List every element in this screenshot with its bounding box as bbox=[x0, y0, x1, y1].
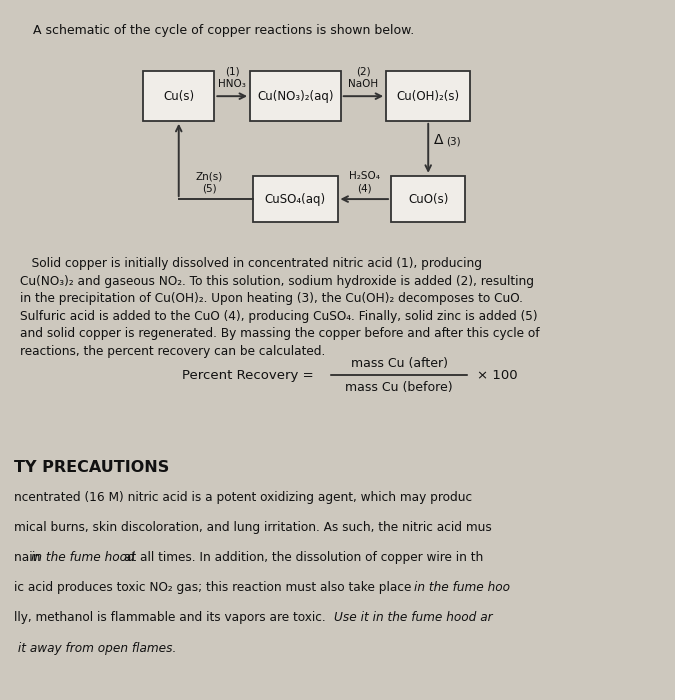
Text: nain: nain bbox=[14, 551, 44, 564]
Bar bbox=[386, 71, 470, 121]
Text: (1): (1) bbox=[225, 67, 240, 77]
Text: (5): (5) bbox=[202, 183, 217, 194]
Text: Zn(s): Zn(s) bbox=[196, 172, 223, 181]
Text: A schematic of the cycle of copper reactions is shown below.: A schematic of the cycle of copper react… bbox=[33, 24, 414, 37]
Text: TY PRECAUTIONS: TY PRECAUTIONS bbox=[14, 460, 169, 475]
Text: ic acid produces toxic NO₂ gas; this reaction must also take place: ic acid produces toxic NO₂ gas; this rea… bbox=[14, 581, 414, 594]
Text: it away from open flames.: it away from open flames. bbox=[14, 641, 176, 654]
Text: (4): (4) bbox=[357, 183, 371, 194]
Text: CuSO₄(aq): CuSO₄(aq) bbox=[265, 193, 326, 206]
Text: Cu(s): Cu(s) bbox=[163, 90, 194, 103]
Text: × 100: × 100 bbox=[477, 369, 518, 382]
Text: Percent Recovery =: Percent Recovery = bbox=[182, 369, 314, 382]
Text: NaOH: NaOH bbox=[348, 79, 379, 90]
Text: in the fume hood: in the fume hood bbox=[31, 551, 135, 564]
Text: mass Cu (before): mass Cu (before) bbox=[345, 382, 453, 394]
Text: Δ: Δ bbox=[433, 133, 443, 147]
Bar bbox=[143, 71, 215, 121]
Text: in the fume hoo: in the fume hoo bbox=[414, 581, 510, 594]
Text: mical burns, skin discoloration, and lung irritation. As such, the nitric acid m: mical burns, skin discoloration, and lun… bbox=[14, 521, 491, 534]
Bar bbox=[391, 176, 466, 223]
Text: lly, methanol is flammable and its vapors are toxic.: lly, methanol is flammable and its vapor… bbox=[14, 611, 329, 624]
Text: HNO₃: HNO₃ bbox=[218, 79, 246, 90]
Text: ncentrated (16 M) nitric acid is a potent oxidizing agent, which may produc: ncentrated (16 M) nitric acid is a poten… bbox=[14, 491, 472, 503]
Text: Cu(NO₃)₂(aq): Cu(NO₃)₂(aq) bbox=[257, 90, 333, 103]
Text: at all times. In addition, the dissolution of copper wire in th: at all times. In addition, the dissoluti… bbox=[120, 551, 484, 564]
Text: mass Cu (after): mass Cu (after) bbox=[350, 356, 448, 370]
Bar bbox=[250, 71, 341, 121]
Text: H₂SO₄: H₂SO₄ bbox=[349, 172, 380, 181]
Text: (3): (3) bbox=[446, 136, 461, 146]
Text: CuO(s): CuO(s) bbox=[408, 193, 448, 206]
Text: Solid copper is initially dissolved in concentrated nitric acid (1), producing
C: Solid copper is initially dissolved in c… bbox=[20, 258, 539, 358]
Text: Use it in the fume hood ar: Use it in the fume hood ar bbox=[334, 611, 493, 624]
Bar bbox=[253, 176, 338, 223]
Text: (2): (2) bbox=[356, 67, 371, 77]
Text: Cu(OH)₂(s): Cu(OH)₂(s) bbox=[397, 90, 460, 103]
